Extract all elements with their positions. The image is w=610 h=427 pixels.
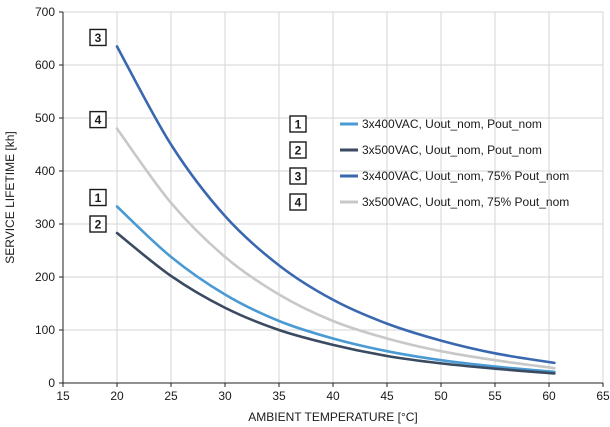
badge-number: 1 xyxy=(295,118,302,132)
badge-number: 4 xyxy=(95,113,102,127)
x-tick-label: 60 xyxy=(542,389,556,403)
badge-number: 4 xyxy=(295,196,302,210)
y-tick-label: 700 xyxy=(35,5,55,19)
badge-box xyxy=(89,110,107,129)
badge-number: 3 xyxy=(95,31,102,45)
x-tick-label: 15 xyxy=(56,389,70,403)
legend-label: 3x500VAC, Uout_nom, Pout_nom xyxy=(362,143,542,157)
badge-number: 2 xyxy=(95,218,102,232)
curve-badges: 1 2 3 4 xyxy=(89,28,107,233)
legend-label: 3x400VAC, Uout_nom, Pout_nom xyxy=(362,117,542,131)
y-tick-label: 300 xyxy=(35,217,55,231)
axes: 15 20 25 30 35 40 45 50 55 60 65 0 100 200 300 400 500 60… xyxy=(35,5,610,403)
y-tick-label: 600 xyxy=(35,58,55,72)
y-tick-label: 400 xyxy=(35,164,55,178)
legend-badge-2: 2 xyxy=(289,141,307,159)
legend-label: 3x500VAC, Uout_nom, 75% Pout_nom xyxy=(362,195,569,209)
legend-badge-1: 1 xyxy=(289,115,307,133)
legend-entry-3: 3 3x400VAC, Uout_nom, 75% Pout_nom xyxy=(289,167,569,185)
legend-entry-4: 4 3x500VAC, Uout_nom, 75% Pout_nom xyxy=(289,193,569,211)
x-tick-label: 25 xyxy=(164,389,178,403)
badge-number: 2 xyxy=(295,144,302,158)
x-tick-label: 45 xyxy=(380,389,394,403)
legend-badge-3: 3 xyxy=(289,167,307,185)
series-line-1 xyxy=(115,205,556,374)
badge-box xyxy=(289,167,307,185)
badge-box xyxy=(89,28,107,47)
y-tick-label: 200 xyxy=(35,270,55,284)
y-tick-label: 500 xyxy=(35,111,55,125)
series-line-2 xyxy=(115,231,556,375)
x-tick-label: 65 xyxy=(596,389,610,403)
series-line-4 xyxy=(115,127,556,370)
grid xyxy=(63,11,604,383)
legend-entry-2: 2 3x500VAC, Uout_nom, Pout_nom xyxy=(289,141,542,159)
x-tick-label: 30 xyxy=(218,389,232,403)
x-tick-label: 55 xyxy=(488,389,502,403)
y-tick-label: 100 xyxy=(35,323,55,337)
legend-label: 3x400VAC, Uout_nom, 75% Pout_nom xyxy=(362,169,569,183)
x-axis-title: AMBIENT TEMPERATURE [°C] xyxy=(248,410,418,424)
curve-badge-3: 3 xyxy=(89,28,107,47)
x-tick-label: 35 xyxy=(272,389,286,403)
curve-badge-2: 2 xyxy=(89,215,107,233)
badge-box xyxy=(289,115,307,133)
badge-number: 3 xyxy=(295,170,302,184)
y-axis-title: SERVICE LIFETIME [kh] xyxy=(3,131,17,263)
badge-box xyxy=(89,215,107,233)
x-tick-label: 40 xyxy=(326,389,340,403)
y-tick-label: 0 xyxy=(48,376,55,390)
badge-box xyxy=(89,188,107,207)
series-lines xyxy=(115,45,556,375)
curve-badge-1: 1 xyxy=(89,188,107,207)
legend-entry-1: 1 3x400VAC, Uout_nom, Pout_nom xyxy=(289,115,542,133)
badge-box xyxy=(289,141,307,159)
curve-badge-4: 4 xyxy=(89,110,107,129)
badge-number: 1 xyxy=(95,191,102,205)
x-tick-label: 20 xyxy=(110,389,124,403)
badge-box xyxy=(289,193,307,211)
legend: 1 3x400VAC, Uout_nom, Pout_nom 2 3x500VAC, … xyxy=(289,115,569,211)
series-line-3 xyxy=(115,45,556,365)
x-tick-label: 50 xyxy=(434,389,448,403)
legend-badge-4: 4 xyxy=(289,193,307,211)
